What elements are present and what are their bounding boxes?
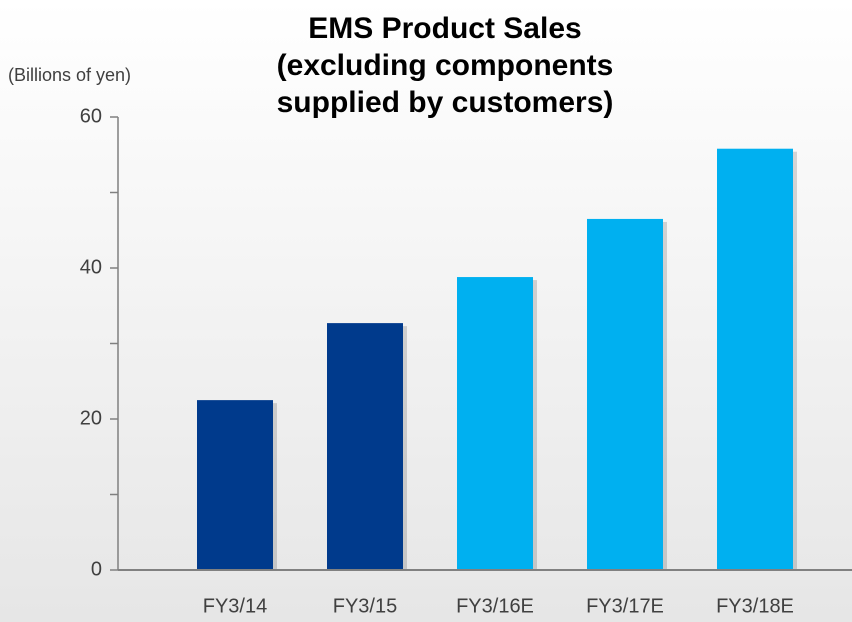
y-tick-label: 60 bbox=[80, 105, 102, 127]
y-tick-label: 0 bbox=[91, 558, 102, 580]
bar bbox=[717, 148, 793, 570]
y-tick-label: 20 bbox=[80, 407, 102, 429]
bar bbox=[457, 277, 533, 570]
y-tick-label: 40 bbox=[80, 256, 102, 278]
chart-title: supplied by customers) bbox=[277, 86, 614, 119]
x-tick-label: FY3/15 bbox=[333, 595, 397, 617]
bar bbox=[587, 218, 663, 571]
x-tick-label: FY3/14 bbox=[203, 595, 267, 617]
x-tick-label: FY3/18E bbox=[716, 595, 794, 617]
chart-title: (excluding components bbox=[277, 49, 614, 82]
x-tick-label: FY3/16E bbox=[456, 595, 534, 617]
x-tick-label: FY3/17E bbox=[586, 595, 664, 617]
bar bbox=[327, 323, 403, 570]
bar bbox=[197, 400, 273, 570]
chart-title: EMS Product Sales bbox=[308, 12, 581, 45]
y-axis-label: (Billions of yen) bbox=[8, 65, 131, 85]
